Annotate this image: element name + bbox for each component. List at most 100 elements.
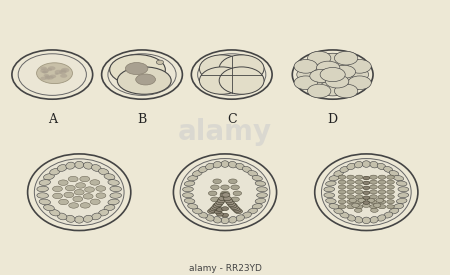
Ellipse shape [233,191,242,196]
Ellipse shape [108,180,119,185]
Ellipse shape [188,204,198,209]
Ellipse shape [356,175,363,179]
Ellipse shape [347,185,355,189]
Ellipse shape [347,180,355,184]
Ellipse shape [324,187,335,192]
Ellipse shape [37,186,49,192]
Ellipse shape [48,66,55,70]
Ellipse shape [173,154,277,230]
Ellipse shape [229,161,237,168]
Ellipse shape [338,195,346,199]
Ellipse shape [193,208,202,214]
Ellipse shape [230,205,238,210]
Ellipse shape [370,205,377,209]
Ellipse shape [58,180,68,185]
Ellipse shape [110,55,165,85]
Ellipse shape [40,67,47,70]
Ellipse shape [61,68,69,73]
Ellipse shape [356,190,363,194]
Ellipse shape [198,54,266,95]
Ellipse shape [183,187,194,192]
Ellipse shape [396,181,407,186]
Ellipse shape [215,202,223,207]
Ellipse shape [329,175,339,181]
Ellipse shape [50,210,60,216]
Ellipse shape [110,193,122,198]
Ellipse shape [81,203,90,208]
Ellipse shape [180,159,270,226]
Ellipse shape [18,54,86,95]
Ellipse shape [292,50,373,99]
Ellipse shape [90,199,100,205]
Ellipse shape [198,166,207,172]
Text: C: C [227,113,237,127]
Ellipse shape [319,53,346,68]
Ellipse shape [50,75,56,78]
Ellipse shape [213,179,221,184]
Ellipse shape [373,203,381,207]
Ellipse shape [352,203,360,207]
Ellipse shape [332,65,356,78]
Ellipse shape [393,175,404,181]
Ellipse shape [53,186,63,192]
Ellipse shape [378,185,386,189]
Ellipse shape [110,186,122,192]
Ellipse shape [389,170,399,176]
Ellipse shape [320,67,345,82]
Ellipse shape [44,74,49,77]
Ellipse shape [68,176,78,182]
Ellipse shape [356,185,363,189]
Ellipse shape [60,74,68,78]
Ellipse shape [234,209,243,214]
Ellipse shape [370,185,377,189]
Ellipse shape [44,205,54,211]
Ellipse shape [36,63,72,84]
Ellipse shape [326,198,336,204]
Ellipse shape [210,207,218,211]
Ellipse shape [378,180,386,184]
Ellipse shape [191,50,272,99]
Ellipse shape [37,193,49,198]
Ellipse shape [221,213,229,217]
Ellipse shape [57,165,67,171]
Ellipse shape [367,198,374,202]
Ellipse shape [347,175,355,179]
Ellipse shape [347,195,355,199]
Ellipse shape [398,187,409,192]
Ellipse shape [348,76,371,90]
Ellipse shape [59,70,67,74]
Ellipse shape [356,180,363,184]
Ellipse shape [219,196,227,201]
Ellipse shape [219,55,264,82]
Ellipse shape [213,204,221,208]
Ellipse shape [347,205,355,209]
Ellipse shape [45,75,50,78]
Ellipse shape [384,166,393,172]
Ellipse shape [216,208,224,211]
Ellipse shape [64,192,74,198]
Ellipse shape [66,215,75,222]
Ellipse shape [370,200,377,204]
Ellipse shape [58,199,68,205]
Ellipse shape [335,76,362,92]
Ellipse shape [90,180,100,185]
Ellipse shape [378,175,386,179]
Ellipse shape [355,208,362,212]
Ellipse shape [348,59,371,73]
Ellipse shape [75,161,84,168]
Ellipse shape [54,73,59,75]
Ellipse shape [211,197,219,202]
Ellipse shape [377,215,386,221]
Ellipse shape [199,67,244,94]
Ellipse shape [363,186,370,190]
Ellipse shape [225,199,233,203]
Ellipse shape [207,209,216,214]
Ellipse shape [73,196,83,202]
Ellipse shape [42,71,47,73]
Ellipse shape [221,161,229,167]
Ellipse shape [229,204,237,208]
Ellipse shape [99,169,109,175]
Ellipse shape [370,175,377,179]
Ellipse shape [398,193,409,198]
Ellipse shape [44,174,54,180]
